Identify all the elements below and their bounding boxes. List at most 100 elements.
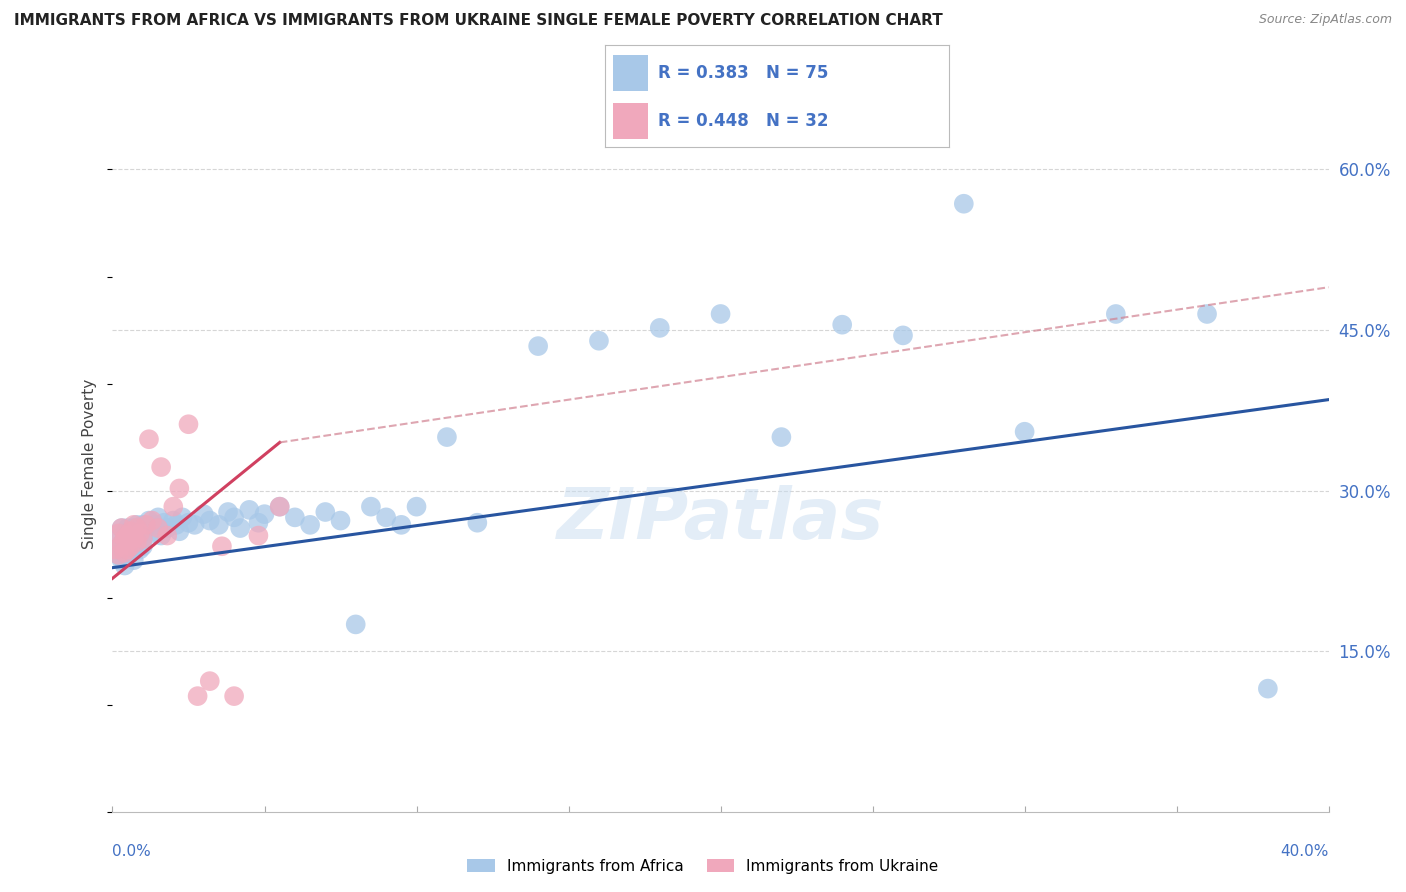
Point: [146, 510, 169, 524]
Point: [375, 510, 398, 524]
Point: [138, 514, 160, 528]
Point: [156, 528, 179, 542]
Legend: Immigrants from Africa, Immigrants from Ukraine: Immigrants from Africa, Immigrants from …: [461, 853, 945, 880]
Point: [269, 500, 291, 514]
Point: [125, 517, 148, 532]
Point: [150, 528, 173, 542]
Point: [360, 500, 382, 514]
Point: [238, 503, 260, 517]
Text: 40.0%: 40.0%: [1281, 845, 1329, 859]
Point: [117, 549, 139, 564]
Point: [120, 542, 142, 557]
Point: [208, 517, 231, 532]
Point: [107, 548, 129, 562]
Y-axis label: Single Female Poverty: Single Female Poverty: [82, 379, 97, 549]
Point: [436, 430, 458, 444]
Point: [183, 517, 205, 532]
Point: [527, 339, 550, 353]
Point: [120, 524, 142, 539]
Point: [117, 542, 139, 557]
Point: [269, 500, 291, 514]
Point: [104, 542, 127, 557]
Text: 0.0%: 0.0%: [112, 845, 152, 859]
Point: [314, 505, 336, 519]
Point: [110, 553, 132, 567]
Point: [132, 532, 155, 546]
Point: [122, 539, 145, 553]
Point: [211, 539, 233, 553]
Point: [156, 521, 179, 535]
Point: [122, 517, 145, 532]
Point: [120, 526, 142, 541]
Point: [162, 514, 184, 528]
Point: [117, 521, 139, 535]
FancyBboxPatch shape: [613, 103, 648, 139]
Point: [110, 521, 132, 535]
Point: [114, 532, 136, 546]
Point: [172, 510, 194, 524]
Point: [187, 689, 209, 703]
Point: [122, 532, 145, 546]
Point: [128, 524, 150, 539]
Point: [709, 307, 731, 321]
Point: [1257, 681, 1279, 696]
Point: [128, 526, 150, 541]
Point: [247, 528, 270, 542]
Point: [141, 526, 163, 541]
Point: [198, 514, 221, 528]
Point: [107, 526, 129, 541]
Point: [141, 514, 163, 528]
Point: [165, 517, 187, 532]
Point: [177, 417, 200, 432]
Point: [831, 318, 853, 332]
Point: [143, 517, 166, 532]
Point: [953, 196, 976, 211]
Point: [299, 517, 322, 532]
Point: [120, 535, 142, 549]
Point: [162, 500, 184, 514]
Point: [284, 510, 307, 524]
Point: [329, 514, 352, 528]
Point: [110, 537, 132, 551]
Point: [247, 516, 270, 530]
FancyBboxPatch shape: [613, 55, 648, 91]
Point: [132, 539, 155, 553]
Point: [125, 535, 148, 549]
Point: [114, 558, 136, 573]
Point: [389, 517, 412, 532]
Point: [110, 521, 132, 535]
Point: [107, 548, 129, 562]
Point: [138, 432, 160, 446]
Point: [222, 510, 246, 524]
Point: [770, 430, 793, 444]
Point: [217, 505, 239, 519]
Text: R = 0.448   N = 32: R = 0.448 N = 32: [658, 112, 828, 130]
Point: [117, 528, 139, 542]
Point: [169, 524, 191, 539]
Point: [253, 507, 276, 521]
Point: [132, 532, 155, 546]
Point: [146, 521, 169, 535]
Point: [153, 516, 176, 530]
Point: [891, 328, 914, 343]
Point: [122, 521, 145, 535]
Point: [229, 521, 252, 535]
Point: [122, 532, 145, 546]
Point: [465, 516, 489, 530]
Point: [405, 500, 427, 514]
Text: ZIPatlas: ZIPatlas: [557, 485, 884, 554]
Point: [114, 539, 136, 553]
Point: [169, 482, 191, 496]
Point: [222, 689, 246, 703]
Point: [1195, 307, 1218, 321]
Point: [648, 321, 671, 335]
Text: Source: ZipAtlas.com: Source: ZipAtlas.com: [1258, 13, 1392, 27]
Point: [198, 674, 221, 689]
Point: [1105, 307, 1128, 321]
Point: [344, 617, 367, 632]
Point: [107, 532, 129, 546]
Point: [128, 542, 150, 557]
Point: [117, 532, 139, 546]
Point: [120, 539, 142, 553]
Point: [125, 521, 148, 535]
